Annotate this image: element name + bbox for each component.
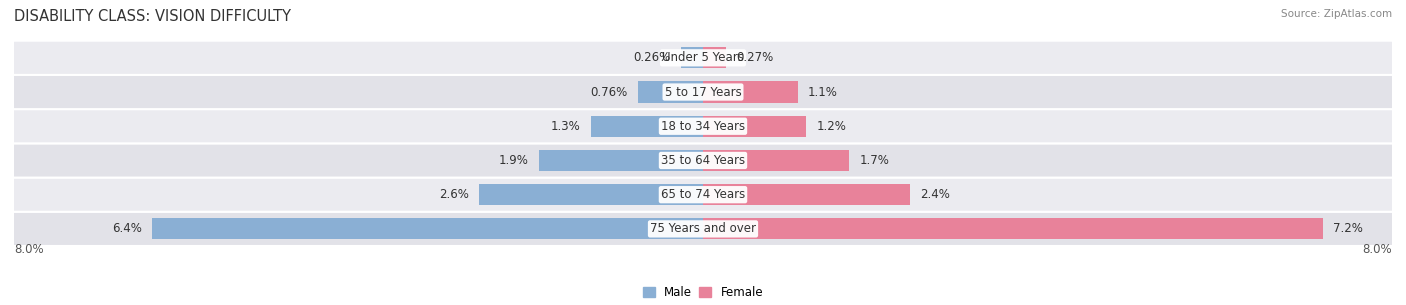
Text: 1.1%: 1.1% [808, 85, 838, 99]
Bar [703, 81, 797, 103]
Bar [681, 47, 703, 68]
FancyBboxPatch shape [11, 143, 1395, 178]
Text: 5 to 17 Years: 5 to 17 Years [665, 85, 741, 99]
Text: 75 Years and over: 75 Years and over [650, 222, 756, 235]
Bar [479, 184, 703, 205]
Text: 1.3%: 1.3% [551, 120, 581, 133]
FancyBboxPatch shape [11, 75, 1395, 109]
Text: 8.0%: 8.0% [14, 243, 44, 256]
Bar [703, 218, 1323, 239]
Text: 2.4%: 2.4% [920, 188, 950, 201]
Bar [703, 47, 727, 68]
Text: 0.26%: 0.26% [633, 51, 671, 64]
Bar [703, 184, 910, 205]
Bar [703, 116, 807, 137]
Text: 35 to 64 Years: 35 to 64 Years [661, 154, 745, 167]
FancyBboxPatch shape [11, 212, 1395, 246]
Text: Source: ZipAtlas.com: Source: ZipAtlas.com [1281, 9, 1392, 19]
Bar [703, 150, 849, 171]
Text: 6.4%: 6.4% [111, 222, 142, 235]
Text: Under 5 Years: Under 5 Years [662, 51, 744, 64]
Text: 0.76%: 0.76% [591, 85, 627, 99]
Text: 0.27%: 0.27% [737, 51, 773, 64]
Text: 18 to 34 Years: 18 to 34 Years [661, 120, 745, 133]
Text: 8.0%: 8.0% [1362, 243, 1392, 256]
Bar [152, 218, 703, 239]
Text: 1.7%: 1.7% [859, 154, 890, 167]
Legend: Male, Female: Male, Female [638, 282, 768, 304]
Text: 1.9%: 1.9% [499, 154, 529, 167]
Bar [591, 116, 703, 137]
Text: DISABILITY CLASS: VISION DIFFICULTY: DISABILITY CLASS: VISION DIFFICULTY [14, 9, 291, 24]
Text: 2.6%: 2.6% [439, 188, 468, 201]
FancyBboxPatch shape [11, 109, 1395, 143]
Text: 65 to 74 Years: 65 to 74 Years [661, 188, 745, 201]
FancyBboxPatch shape [11, 178, 1395, 212]
Text: 7.2%: 7.2% [1333, 222, 1364, 235]
Bar [540, 150, 703, 171]
FancyBboxPatch shape [11, 41, 1395, 75]
Text: 1.2%: 1.2% [817, 120, 846, 133]
Bar [637, 81, 703, 103]
